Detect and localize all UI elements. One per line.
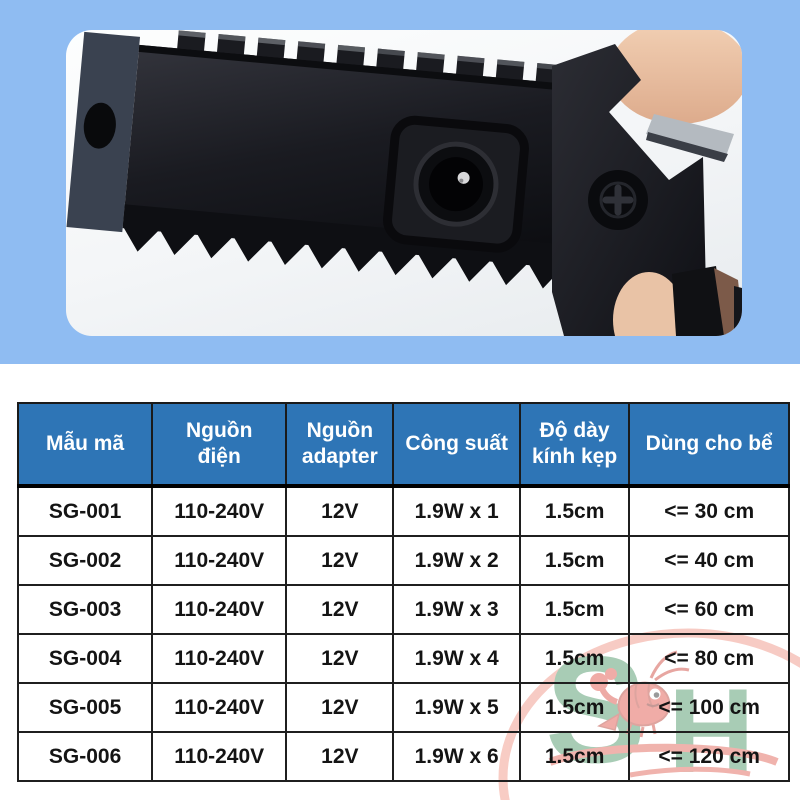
heatsink-body (66, 30, 612, 289)
cell-power: 110-240V (151, 633, 288, 684)
clamp-metal-shadow (646, 132, 728, 162)
cell-thickness: 1.5cm (518, 682, 631, 733)
cell-wattage: 1.9W x 3 (392, 584, 521, 635)
header-tank-size: Dùng cho bể (628, 402, 790, 488)
cell-tank: <= 40 cm (628, 535, 790, 586)
header-adapter: Nguồn adapter (285, 402, 395, 488)
cell-wattage: 1.9W x 6 (392, 731, 521, 782)
cell-model: SG-006 (16, 731, 154, 782)
mounting-hole (83, 102, 116, 149)
cell-model: SG-004 (16, 633, 154, 684)
spec-row: SG-001 110-240V 12V 1.9W x 1 1.5cm <= 30… (16, 485, 790, 537)
cell-tank: <= 60 cm (628, 584, 790, 635)
cell-power: 110-240V (151, 682, 288, 733)
spec-row: SG-005 110-240V 12V 1.9W x 5 1.5cm <= 10… (16, 682, 790, 733)
cell-wattage: 1.9W x 5 (392, 682, 521, 733)
cell-adapter: 12V (285, 682, 395, 733)
clamp-lower-bar (672, 266, 726, 336)
spec-row: SG-004 110-240V 12V 1.9W x 4 1.5cm <= 80… (16, 633, 790, 684)
cell-thickness: 1.5cm (518, 731, 631, 782)
cell-wattage: 1.9W x 4 (392, 633, 521, 684)
cell-power: 110-240V (151, 535, 288, 586)
cell-tank: <= 30 cm (628, 485, 790, 537)
header-model: Mẫu mã (16, 402, 154, 488)
product-photo (66, 30, 742, 336)
cell-adapter: 12V (285, 633, 395, 684)
header-power-source: Nguồn điện (151, 402, 288, 488)
dc-power-jack (383, 115, 529, 253)
cell-thickness: 1.5cm (518, 633, 631, 684)
cell-model: SG-001 (16, 485, 154, 537)
cell-thickness: 1.5cm (518, 535, 631, 586)
cell-model: SG-005 (16, 682, 154, 733)
cell-model: SG-002 (16, 535, 154, 586)
finger-top (609, 30, 742, 124)
cell-tank: <= 80 cm (628, 633, 790, 684)
header-glass-thickness: Độ dày kính kẹp (518, 402, 631, 488)
cell-wattage: 1.9W x 2 (392, 535, 521, 586)
cell-tank: <= 100 cm (628, 682, 790, 733)
cell-adapter: 12V (285, 584, 395, 635)
clamp-corner-piece (734, 286, 742, 336)
header-row: Mẫu mã Nguồn điện Nguồn adapter Công suấ… (16, 402, 790, 488)
header-wattage: Công suất (392, 402, 521, 488)
spec-table-section: Mẫu mã Nguồn điện Nguồn adapter Công suấ… (16, 402, 790, 782)
cell-adapter: 12V (285, 535, 395, 586)
hero-background (0, 0, 800, 364)
cell-adapter: 12V (285, 485, 395, 537)
cell-tank: <= 120 cm (628, 731, 790, 782)
cell-model: SG-003 (16, 584, 154, 635)
cell-wattage: 1.9W x 1 (392, 485, 521, 537)
spec-row: SG-003 110-240V 12V 1.9W x 3 1.5cm <= 60… (16, 584, 790, 635)
spec-table: Mẫu mã Nguồn điện Nguồn adapter Công suấ… (16, 402, 790, 782)
cell-power: 110-240V (151, 584, 288, 635)
cell-power: 110-240V (151, 731, 288, 782)
clamp-metal-bar (646, 114, 734, 156)
cell-thickness: 1.5cm (518, 485, 631, 537)
heatsink-teeth (122, 204, 597, 289)
cell-thickness: 1.5cm (518, 584, 631, 635)
spec-row: SG-006 110-240V 12V 1.9W x 6 1.5cm <= 12… (16, 731, 790, 782)
finger-bottom (613, 272, 685, 336)
cell-adapter: 12V (285, 731, 395, 782)
screw (588, 170, 648, 230)
product-photo-card (66, 30, 742, 336)
cell-power: 110-240V (151, 485, 288, 537)
spec-row: SG-002 110-240V 12V 1.9W x 2 1.5cm <= 40… (16, 535, 790, 586)
